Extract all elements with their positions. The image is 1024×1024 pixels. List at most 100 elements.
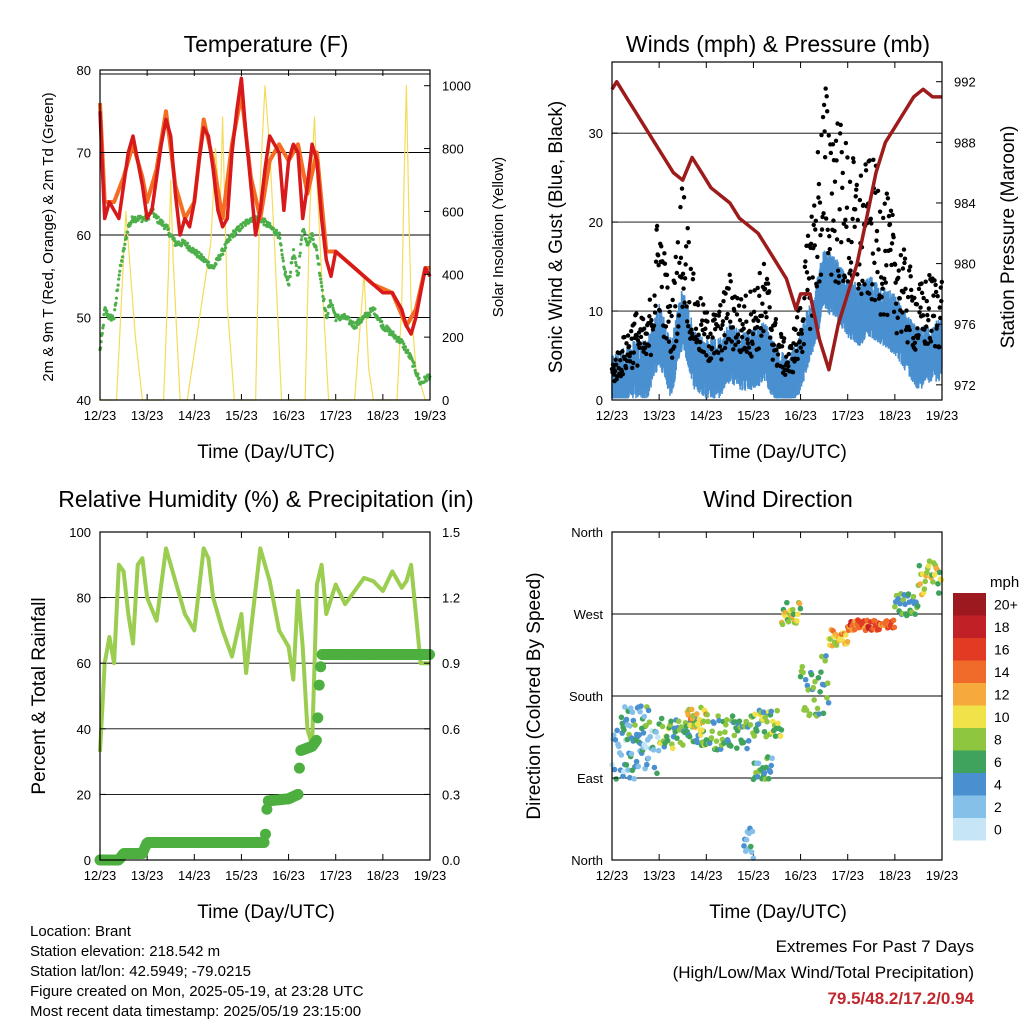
gust-point xyxy=(679,186,685,191)
colorbar-label: 8 xyxy=(994,731,1002,747)
dewpoint-point xyxy=(412,361,416,365)
dewpoint-point xyxy=(274,228,279,232)
gust-point xyxy=(827,234,832,239)
gust-point xyxy=(886,213,892,219)
plot-border xyxy=(611,531,943,861)
dewpoint-point xyxy=(199,252,203,257)
gust-point xyxy=(932,278,937,283)
gust-point xyxy=(635,363,640,368)
direction-point xyxy=(675,718,682,725)
gust-point xyxy=(718,303,723,308)
dewpoint-point xyxy=(228,237,232,242)
direction-point xyxy=(822,658,828,664)
gust-point xyxy=(612,368,618,374)
direction-point xyxy=(740,739,747,746)
dewpoint-point xyxy=(317,262,321,266)
gust-point xyxy=(842,274,848,280)
gust-point xyxy=(763,310,768,315)
dewpoint-point xyxy=(279,243,283,247)
direction-point xyxy=(921,586,928,592)
x-tick-label: 15/23 xyxy=(737,868,770,883)
gust-point xyxy=(905,340,910,345)
gust-point xyxy=(832,179,838,184)
direction-point xyxy=(751,733,758,739)
direction-point xyxy=(774,707,780,714)
gust-point xyxy=(717,344,723,349)
dewpoint-point xyxy=(290,261,294,265)
gust-point xyxy=(813,218,818,224)
gust-point xyxy=(779,344,785,349)
direction-point xyxy=(700,718,707,724)
gust-point xyxy=(666,319,671,324)
direction-point xyxy=(823,653,829,659)
gust-point xyxy=(801,341,807,347)
gust-point xyxy=(895,315,900,320)
gust-point xyxy=(630,365,635,371)
dewpoint-point xyxy=(188,246,192,251)
gust-point xyxy=(931,313,937,319)
gust-point xyxy=(897,296,903,301)
gust-point xyxy=(799,327,804,333)
gust-point xyxy=(907,327,912,333)
gust-point xyxy=(688,266,694,272)
direction-point xyxy=(820,710,827,717)
y-tick-label: 20 xyxy=(589,215,603,230)
gust-point xyxy=(802,295,807,301)
dewpoint-point xyxy=(110,314,115,318)
gust-point xyxy=(827,246,832,252)
direction-point xyxy=(876,626,882,633)
gust-point xyxy=(655,253,661,258)
direction-point xyxy=(825,700,832,706)
direction-point xyxy=(807,711,813,717)
direction-point xyxy=(664,737,671,744)
gust-point xyxy=(822,129,827,134)
y2-tick-label: 1.5 xyxy=(442,525,460,540)
y2-tick-label: 0 xyxy=(442,393,449,408)
gust-point xyxy=(875,269,880,275)
gust-point xyxy=(916,286,922,292)
gust-point xyxy=(855,272,860,277)
direction-point xyxy=(891,624,898,631)
gust-point xyxy=(672,344,677,349)
solar-insolation-line xyxy=(100,85,430,401)
gust-point xyxy=(884,263,889,268)
dewpoint-point xyxy=(214,262,218,266)
gust-point xyxy=(681,286,686,291)
gust-point xyxy=(712,317,717,322)
gust-point xyxy=(756,346,761,351)
gust-point xyxy=(821,102,827,108)
direction-point xyxy=(754,773,761,780)
direction-point xyxy=(658,715,665,722)
gust-point xyxy=(917,310,922,315)
gust-point xyxy=(851,159,856,165)
gust-point xyxy=(877,209,883,214)
gust-point xyxy=(666,339,672,344)
gust-point xyxy=(729,339,734,344)
dewpoint-point xyxy=(342,312,346,317)
dewpoint-point xyxy=(299,242,303,246)
gust-point xyxy=(820,214,825,220)
colorbar-swatch xyxy=(953,638,986,661)
dewpoint-point xyxy=(237,225,241,229)
gust-point xyxy=(675,240,681,245)
gust-point xyxy=(935,293,940,299)
gust-point xyxy=(850,156,856,161)
gust-point xyxy=(665,285,670,290)
gust-point xyxy=(650,327,656,332)
gust-point xyxy=(761,328,766,334)
direction-point xyxy=(767,769,774,775)
direction-point xyxy=(922,578,929,585)
gust-point xyxy=(766,289,772,294)
direction-point xyxy=(803,707,810,713)
colorbar-swatch xyxy=(953,615,986,638)
dewpoint-point xyxy=(412,364,417,368)
y-tick-label: North xyxy=(571,853,603,868)
direction-point xyxy=(713,738,720,744)
gust-point xyxy=(921,295,926,301)
gust-point xyxy=(919,281,924,286)
gust-point xyxy=(881,215,886,221)
gust-point xyxy=(885,196,891,201)
gust-point xyxy=(618,357,623,363)
direction-point xyxy=(760,709,767,716)
direction-point xyxy=(769,755,775,762)
